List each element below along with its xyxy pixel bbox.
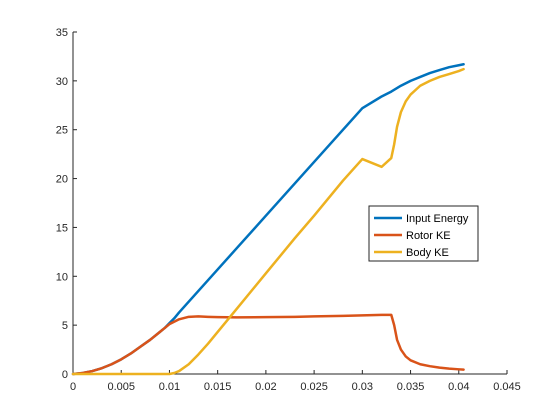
- plot-lines: [71, 63, 465, 376]
- x-tick-label: 0.03: [352, 381, 373, 393]
- series-line-rotor-ke: [71, 313, 465, 376]
- legend-label-body-ke: Body KE: [406, 247, 449, 259]
- y-tick-label: 10: [56, 271, 68, 283]
- x-tick-label: 0.025: [300, 381, 328, 393]
- legend: Input Energy Rotor KE Body KE: [368, 205, 479, 262]
- y-tick-label: 25: [56, 125, 68, 137]
- x-tick-label: 0.04: [448, 381, 469, 393]
- axes: 0 0.005 0.01 0.015 0.02 0.025 0.03 0.035 0.04 0.0…: [56, 27, 521, 393]
- y-tick-label: 20: [56, 174, 68, 186]
- y-tick-label: 15: [56, 222, 68, 234]
- x-tick-label: 0.035: [397, 381, 425, 393]
- x-tick-label: 0.015: [204, 381, 232, 393]
- x-tick-label: 0.045: [493, 381, 521, 393]
- y-tick-label: 35: [56, 27, 68, 39]
- y-tick-label: 0: [62, 369, 68, 381]
- legend-label-input-energy: Input Energy: [406, 213, 469, 225]
- y-tick-label: 30: [56, 76, 68, 88]
- y-tick-label: 5: [62, 320, 68, 332]
- legend-label-rotor-ke: Rotor KE: [406, 230, 451, 242]
- x-tick-label: 0: [70, 381, 76, 393]
- x-tick-label: 0.01: [159, 381, 180, 393]
- series-line-body-ke: [71, 67, 465, 376]
- x-tick-label: 0.02: [255, 381, 276, 393]
- x-tick-label: 0.005: [107, 381, 135, 393]
